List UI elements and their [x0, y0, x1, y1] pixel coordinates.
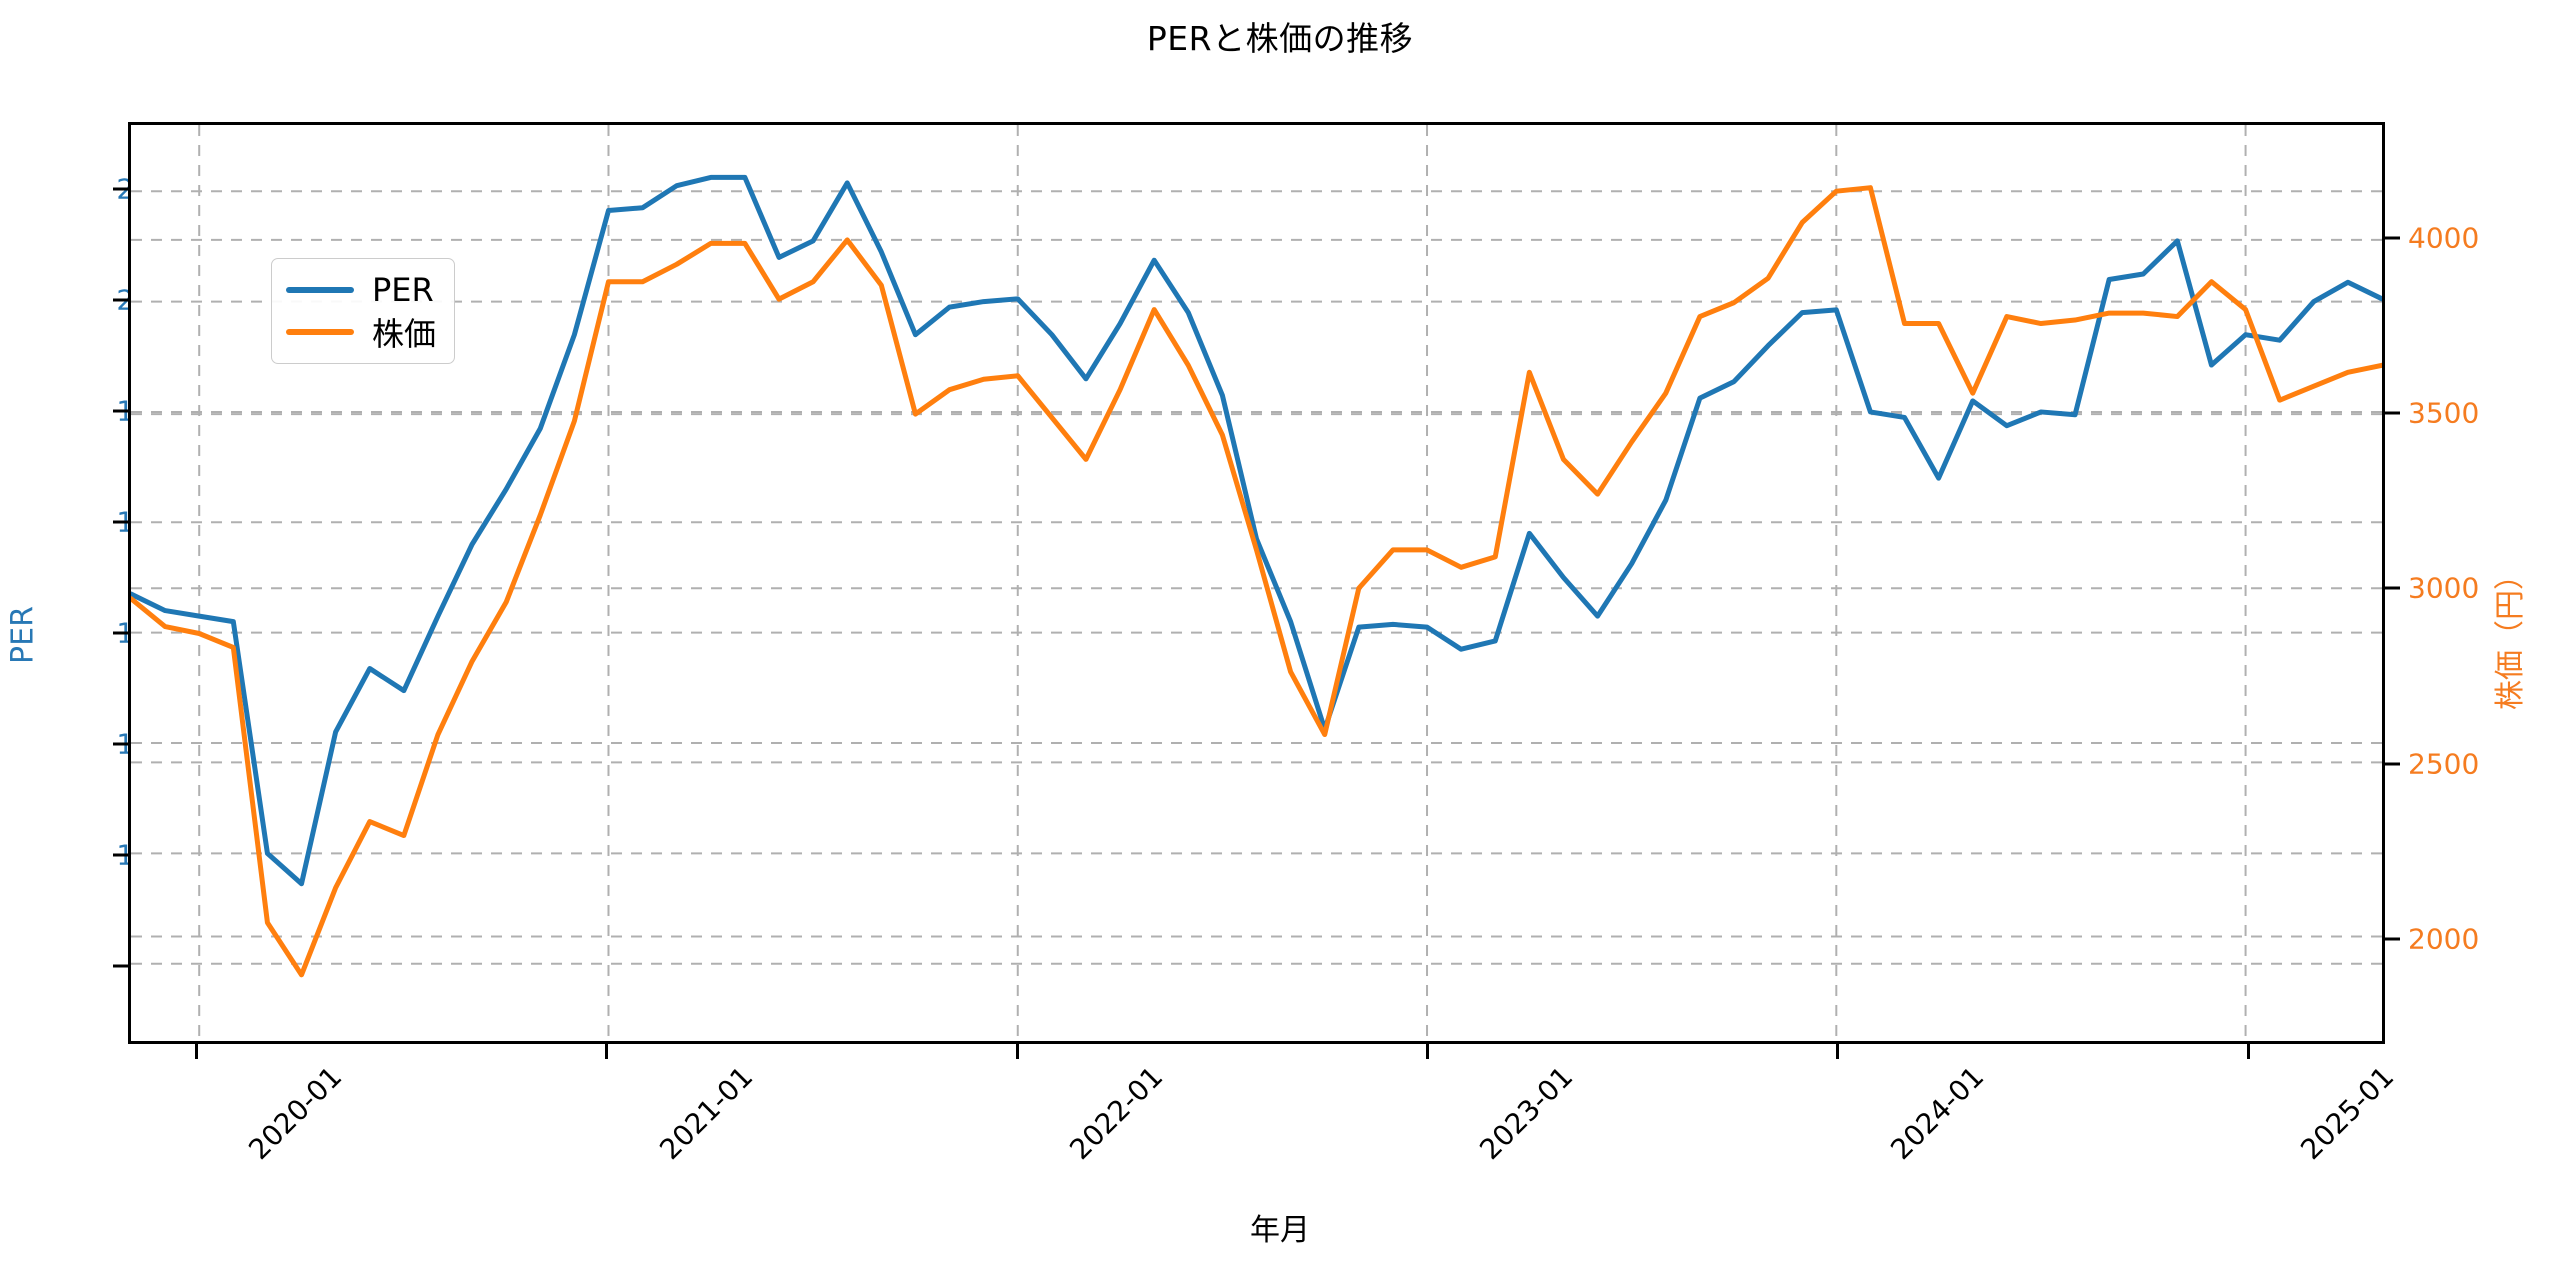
- x-axis-tick-label: 2025-01: [2294, 1060, 2401, 1167]
- x-axis-tick-mark: [194, 1044, 198, 1059]
- x-axis-tick-label: 2023-01: [1473, 1060, 1580, 1167]
- legend-label-kabuka: 株価: [372, 315, 437, 353]
- legend-swatch-per: [286, 287, 354, 293]
- y-axis-left-tick-mark: [113, 631, 128, 635]
- data-series-layer: [131, 125, 2382, 1041]
- x-axis-tick-label: 2024-01: [1884, 1060, 1991, 1167]
- legend-item-kabuka[interactable]: 株価: [286, 311, 436, 353]
- page-title: PERと株価の推移: [1146, 19, 1414, 58]
- series-line-株価: [131, 188, 2382, 975]
- y-axis-left-tick-mark: [113, 520, 128, 524]
- y-axis-left-tick-mark: [113, 298, 128, 302]
- y-axis-right-tick-mark: [2385, 762, 2400, 766]
- x-axis-tick-mark: [1836, 1044, 1840, 1059]
- y-axis-right-tick-mark: [2385, 236, 2400, 240]
- y-axis-right-tick-label: 3500: [2408, 396, 2480, 430]
- x-axis-tick-label: 2021-01: [653, 1060, 760, 1167]
- legend-item-per[interactable]: PER: [286, 269, 436, 311]
- y-axis-left-tick-mark: [113, 187, 128, 191]
- y-axis-left-label: PER: [5, 605, 41, 664]
- plot-area: PER 株価: [128, 122, 2385, 1044]
- x-axis-tick-mark: [605, 1044, 609, 1059]
- y-axis-right-tick-label: 2000: [2408, 922, 2480, 956]
- x-axis-tick-label: 2022-01: [1063, 1060, 1170, 1167]
- y-axis-right-tick-label: 3000: [2408, 571, 2480, 605]
- x-axis-tick-mark: [1425, 1044, 1429, 1059]
- y-axis-right-tick-label: 4000: [2408, 221, 2480, 255]
- y-axis-left-tick-mark: [113, 742, 128, 746]
- y-axis-right-tick-mark: [2385, 586, 2400, 590]
- y-axis-left-tick-mark: [113, 409, 128, 413]
- series-line-PER: [131, 177, 2382, 1007]
- y-axis-left-tick-mark: [113, 853, 128, 857]
- legend-swatch-kabuka: [286, 329, 354, 335]
- y-axis-right-tick-mark: [2385, 937, 2400, 941]
- legend-label-per: PER: [372, 271, 434, 309]
- legend: PER 株価: [271, 258, 456, 364]
- y-axis-right-label: 株価（円）: [2493, 559, 2528, 710]
- y-axis-right-tick-mark: [2385, 411, 2400, 415]
- x-axis-tick-mark: [2246, 1044, 2250, 1059]
- y-axis-right-tick-label: 2500: [2408, 747, 2480, 781]
- x-axis-tick-label: 2020-01: [242, 1060, 349, 1167]
- gridlines: [131, 125, 2382, 1041]
- y-axis-left-tick-mark: [113, 964, 128, 968]
- x-axis-tick-mark: [1015, 1044, 1019, 1059]
- x-axis-label: 年月: [1250, 1213, 1310, 1248]
